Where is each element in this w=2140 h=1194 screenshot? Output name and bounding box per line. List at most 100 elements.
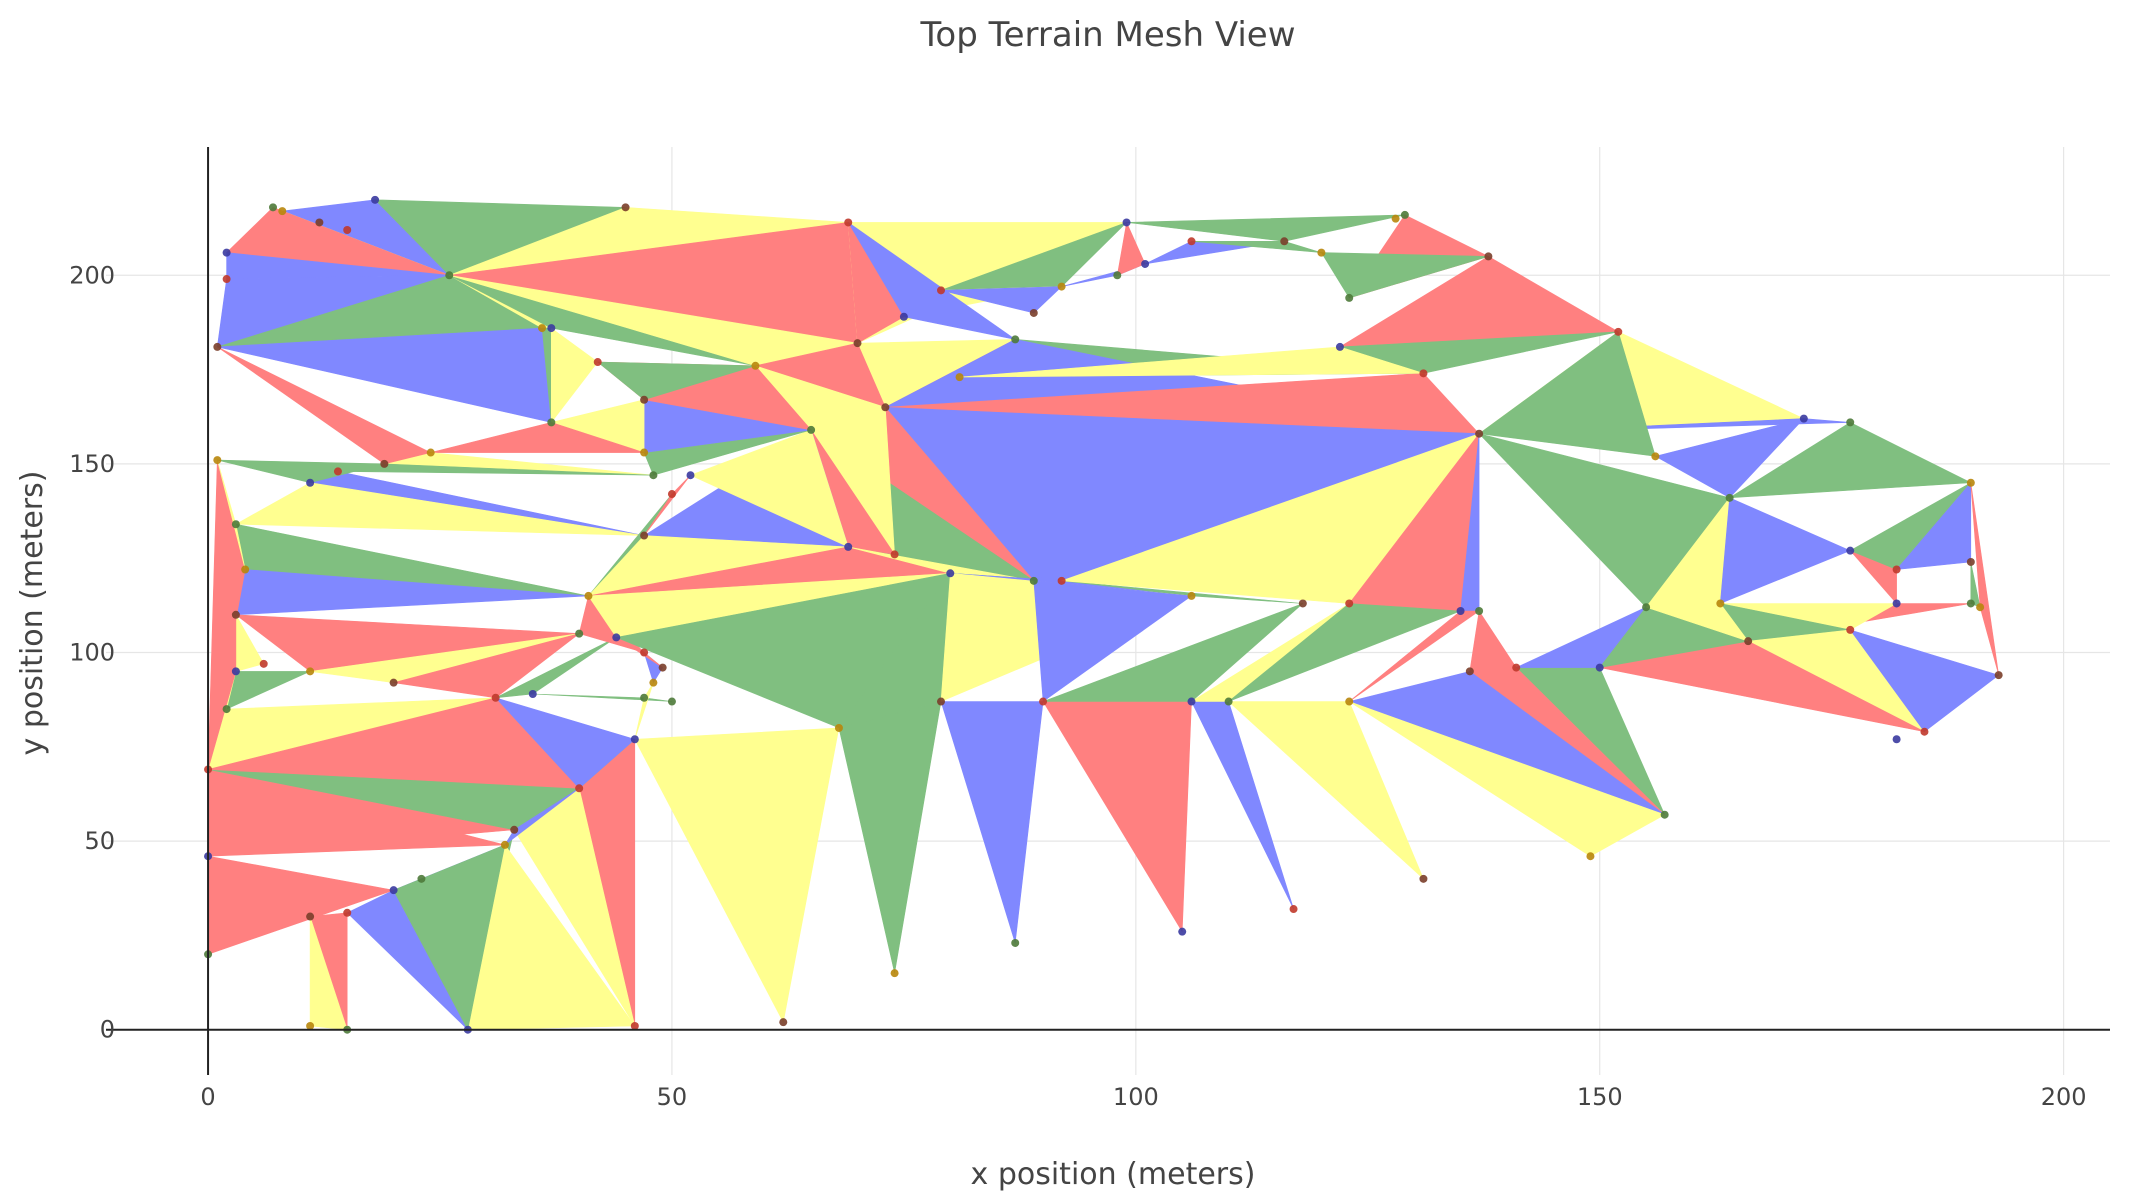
mesh-vertex bbox=[1846, 546, 1855, 555]
mesh-vertex bbox=[1642, 603, 1651, 612]
mesh-face bbox=[1896, 482, 1972, 570]
mesh-vertex bbox=[213, 456, 222, 465]
x-tick-label: 0 bbox=[200, 1083, 215, 1111]
mesh-vertex bbox=[658, 663, 667, 672]
mesh-vertex bbox=[1039, 697, 1048, 706]
mesh-vertex bbox=[1846, 418, 1855, 427]
mesh-vertex bbox=[1178, 927, 1187, 936]
y-tick-label: 200 bbox=[69, 261, 115, 289]
axes bbox=[106, 147, 2110, 1075]
mesh-vertex bbox=[213, 342, 222, 351]
mesh-vertex bbox=[333, 467, 342, 476]
mesh-vertex bbox=[1716, 599, 1725, 608]
mesh-vertex bbox=[649, 678, 658, 687]
mesh-vertex bbox=[426, 448, 435, 457]
mesh-vertex bbox=[890, 550, 899, 559]
mesh-face bbox=[1033, 580, 1192, 702]
mesh-vertex bbox=[1057, 576, 1066, 585]
mesh-vertex bbox=[1113, 271, 1122, 280]
mesh-face bbox=[1042, 603, 1304, 702]
mesh-vertex bbox=[612, 633, 621, 642]
mesh-face bbox=[217, 346, 432, 465]
mesh-vertex bbox=[231, 520, 240, 529]
mesh-face bbox=[634, 727, 840, 1023]
mesh-vertex bbox=[1994, 671, 2003, 680]
mesh-vertex bbox=[844, 218, 853, 227]
mesh-vertex bbox=[751, 361, 760, 370]
mesh-vertex bbox=[640, 693, 649, 702]
mesh-vertex bbox=[1187, 237, 1196, 246]
mesh-vertex bbox=[946, 569, 955, 578]
mesh-face bbox=[1970, 561, 1981, 608]
mesh-vertex bbox=[306, 912, 315, 921]
mesh-vertex bbox=[1892, 735, 1901, 744]
mesh-vertex bbox=[1465, 667, 1474, 676]
mesh-vertex bbox=[1391, 214, 1400, 223]
mesh-vertex bbox=[1122, 218, 1131, 227]
mesh-face bbox=[393, 633, 580, 699]
mesh-vertex bbox=[1475, 429, 1484, 438]
mesh-vertex bbox=[1400, 210, 1409, 219]
mesh-vertex bbox=[1029, 576, 1038, 585]
mesh-face bbox=[1191, 241, 1322, 253]
mesh-vertex bbox=[306, 667, 315, 676]
mesh-vertex bbox=[1289, 905, 1298, 914]
mesh-vertex bbox=[1345, 293, 1354, 302]
mesh-vertex bbox=[1892, 565, 1901, 574]
x-tick-label: 200 bbox=[2041, 1083, 2087, 1111]
mesh-vertex bbox=[844, 542, 853, 551]
mesh-vertex bbox=[621, 203, 630, 212]
mesh-vertex bbox=[222, 275, 231, 284]
mesh-face bbox=[838, 701, 942, 974]
mesh-vertex bbox=[1419, 369, 1428, 378]
mesh-vertex bbox=[890, 969, 899, 978]
mesh-vertex bbox=[1966, 557, 1975, 566]
y-tick-label: 50 bbox=[84, 827, 115, 855]
mesh-vertex bbox=[500, 840, 509, 849]
mesh-vertex bbox=[389, 678, 398, 687]
mesh-face bbox=[940, 701, 1044, 944]
mesh-vertex bbox=[1966, 599, 1975, 608]
mesh-vertex bbox=[231, 667, 240, 676]
mesh-face bbox=[217, 459, 246, 570]
mesh-face bbox=[217, 459, 385, 484]
y-tick-label: 100 bbox=[69, 638, 115, 666]
mesh-vertex bbox=[575, 629, 584, 638]
y-tick-label: 150 bbox=[69, 450, 115, 478]
tick-labels: 0 50 100 150 200 0 50 100 150 200 bbox=[69, 261, 2086, 1111]
mesh-vertex bbox=[343, 225, 352, 234]
mesh-face bbox=[940, 286, 1062, 314]
mesh-face bbox=[1061, 580, 1304, 604]
mesh-vertex bbox=[306, 478, 315, 487]
mesh-face bbox=[235, 482, 645, 536]
mesh-vertex bbox=[231, 610, 240, 619]
mesh-vertex bbox=[1280, 237, 1289, 246]
mesh-vertex bbox=[630, 1021, 639, 1030]
mesh-vertex bbox=[1660, 810, 1669, 819]
mesh-face bbox=[1348, 610, 1480, 702]
mesh-face bbox=[690, 429, 849, 548]
x-axis-title: x position (meters) bbox=[971, 1157, 1256, 1192]
mesh-face bbox=[1321, 252, 1489, 299]
mesh-vertex bbox=[667, 697, 676, 706]
mesh-vertex bbox=[937, 697, 945, 706]
mesh-vertex bbox=[1799, 414, 1808, 423]
mesh-face bbox=[847, 222, 1016, 340]
mesh-vertex bbox=[1298, 599, 1307, 608]
mesh-vertex bbox=[584, 591, 593, 600]
mesh-face bbox=[1970, 482, 1999, 676]
mesh-face bbox=[550, 327, 599, 423]
mesh-vertex bbox=[1419, 874, 1428, 883]
mesh-vertex bbox=[853, 339, 862, 348]
mesh-vertex bbox=[1586, 852, 1595, 861]
mesh-vertex bbox=[1317, 248, 1326, 257]
mesh-faces bbox=[207, 199, 1999, 1030]
mesh-vertex bbox=[538, 324, 547, 333]
mesh-vertex bbox=[445, 271, 454, 280]
mesh-vertex bbox=[259, 659, 268, 668]
y-axis-title: y position (meters) bbox=[15, 471, 50, 756]
mesh-vertex bbox=[1651, 452, 1660, 461]
mesh-vertex bbox=[1484, 252, 1493, 261]
mesh-face bbox=[1645, 603, 1749, 642]
mesh-vertex bbox=[306, 1021, 315, 1030]
